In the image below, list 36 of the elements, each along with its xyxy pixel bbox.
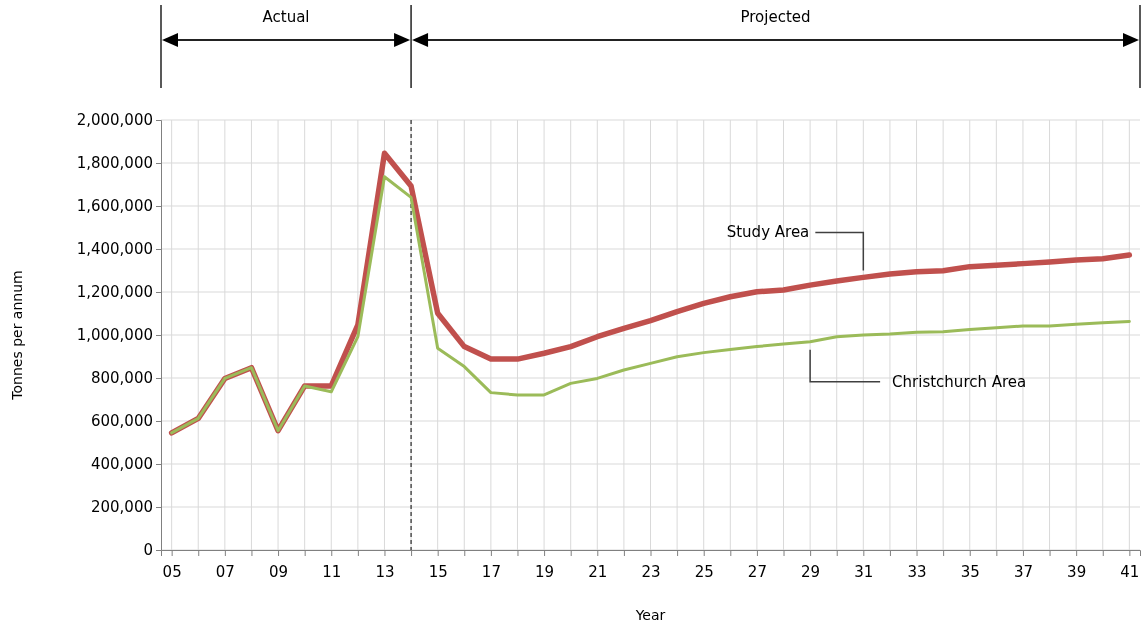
x-tick-label: 09: [269, 563, 289, 581]
x-tick-label: 25: [694, 563, 714, 581]
y-tick-label: 400,000: [90, 455, 153, 474]
x-tick-label: 29: [801, 563, 821, 581]
y-tick-label: 600,000: [90, 412, 153, 431]
text: Christchurch Area: [892, 372, 1027, 391]
x-tick-label: 31: [854, 563, 874, 581]
y-tick-label: 200,000: [90, 498, 153, 517]
text: Study Area: [726, 223, 810, 242]
x-tick-label: 23: [641, 563, 661, 581]
x-tick-label: 19: [535, 563, 555, 581]
y-tick-label: 1,400,000: [76, 240, 153, 259]
x-tick-label: 35: [960, 563, 980, 581]
x-tick-label: 15: [428, 563, 448, 581]
y-tick-label: 1,000,000: [76, 326, 153, 345]
x-tick-label: 33: [907, 563, 927, 581]
x-tick-label: 39: [1067, 563, 1087, 581]
x-tick-label: 21: [588, 563, 608, 581]
y-tick-label: 1,800,000: [76, 154, 153, 173]
x-tick-label: 17: [481, 563, 501, 581]
x-tick-label: 41: [1120, 563, 1140, 581]
x-tick-label: 13: [375, 563, 395, 581]
y-tick-label: 0: [143, 541, 153, 560]
y-tick-label: 1,600,000: [76, 197, 153, 216]
y-axis-title: Tonnes per annum: [9, 270, 25, 401]
y-tick-label: 2,000,000: [76, 111, 153, 130]
x-tick-label: 27: [747, 563, 767, 581]
text: Projected: [740, 8, 811, 26]
text: Actual: [262, 8, 310, 26]
x-tick-label: 05: [162, 563, 182, 581]
y-tick-label: 1,200,000: [76, 283, 153, 302]
y-tick-label: 800,000: [90, 369, 153, 388]
x-tick-label: 07: [215, 563, 235, 581]
x-tick-label: 37: [1013, 563, 1033, 581]
x-tick-label: 11: [322, 563, 342, 581]
x-axis-title: Year: [634, 607, 666, 623]
